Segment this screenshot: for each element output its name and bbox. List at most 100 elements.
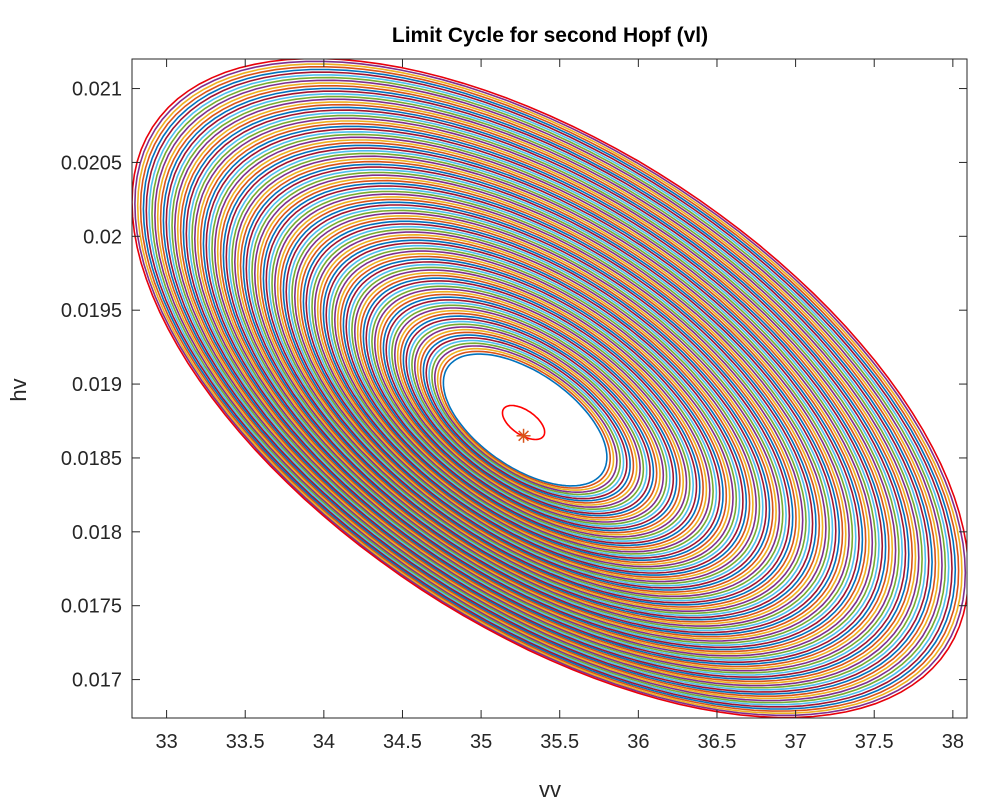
y-tick-label: 0.017 [72, 670, 122, 692]
limit-cycle-orbit [268, 187, 811, 617]
y-tick-label: 0.0185 [61, 448, 122, 470]
limit-cycle-orbit [393, 307, 665, 523]
limit-cycle-orbit [171, 95, 923, 689]
limit-cycle-orbit [213, 136, 874, 657]
x-tick-label: 35.5 [540, 731, 579, 753]
limit-cycle-orbit [428, 339, 625, 498]
limit-cycle-orbit [385, 299, 675, 530]
x-tick-label: 34.5 [383, 731, 422, 753]
limit-cycle-orbit [239, 160, 844, 638]
limit-cycle-orbit [331, 247, 738, 570]
limit-cycle-orbit [259, 179, 821, 623]
limit-cycle-orbit [388, 301, 671, 527]
y-tick-label: 0.0175 [61, 596, 122, 618]
limit-cycle-orbit [419, 331, 635, 504]
x-axis-label: vv [539, 777, 561, 802]
limit-cycle-orbit [216, 139, 870, 655]
limit-cycle-orbit [328, 244, 741, 572]
limit-cycle-orbit [256, 177, 824, 625]
axes-box [131, 58, 968, 719]
x-tick-label: 35 [470, 731, 492, 753]
y-tick-label: 0.019 [72, 374, 122, 396]
limit-cycle-orbit [439, 350, 612, 489]
limit-cycle-orbit [302, 220, 771, 591]
limit-cycle-orbit [168, 93, 927, 691]
limit-cycle-orbit [308, 225, 764, 587]
limit-cycle-orbit [242, 163, 841, 636]
limit-cycle-orbit [199, 122, 890, 668]
x-tick-label: 37 [784, 731, 806, 753]
limit-cycle-orbit [188, 112, 904, 676]
limit-cycle-orbit [319, 236, 751, 578]
limit-cycle-orbit [222, 144, 864, 651]
limit-cycle-orbit [191, 114, 900, 674]
limit-cycle-orbit [151, 76, 947, 704]
limit-cycle-orbit [316, 233, 754, 581]
x-tick-label: 36 [627, 731, 649, 753]
x-tick-label: 33 [155, 731, 177, 753]
y-tick-label: 0.021 [72, 79, 122, 101]
limit-cycle-orbit [165, 90, 930, 693]
limit-cycle-orbit [219, 141, 867, 653]
limit-cycle-orbit [356, 272, 708, 551]
limit-cycle-orbit [279, 198, 797, 608]
limit-cycle-orbit [182, 106, 910, 680]
limit-cycle-orbit [134, 60, 967, 717]
limit-cycle-orbit [413, 326, 641, 508]
limit-cycle-orbit [391, 304, 668, 525]
limit-cycle-orbit [411, 323, 645, 510]
limit-cycle-orbit [231, 152, 854, 644]
limit-cycle-orbit [373, 288, 688, 538]
limit-cycle-orbit [211, 133, 877, 659]
limit-cycle-orbit [276, 196, 801, 610]
limit-cycle-orbit [262, 182, 817, 621]
limit-cycle-orbit [288, 206, 787, 602]
ticks-layer: 33 33.5 34 34.5 35 35.5 36 36.5 37 37.5 38 0.017 0.0… [61, 59, 967, 753]
limit-cycle-orbit [416, 328, 638, 506]
limit-cycle-orbit [382, 296, 678, 532]
limit-cycle-orbit [233, 155, 850, 642]
limit-cycle-orbit [359, 274, 704, 549]
limit-cycle-orbit [228, 150, 857, 646]
limit-cycle-orbit [345, 261, 721, 559]
limit-cycle-orbit [342, 258, 724, 561]
limit-cycle-orbit [442, 353, 608, 487]
limit-cycle-orbit [202, 125, 887, 666]
limit-cycle-orbit [196, 120, 894, 670]
limit-cycle-orbit [299, 217, 774, 593]
limit-cycle-orbit [271, 190, 807, 615]
limit-cycle-orbit [282, 201, 794, 606]
limit-cycle-orbit [379, 293, 681, 534]
limit-cycle-orbit [193, 117, 897, 672]
limit-cycle-orbit [179, 103, 914, 683]
x-tick-label: 38 [942, 731, 964, 753]
limit-cycle-orbit [351, 266, 714, 555]
limit-cycle-orbit [291, 209, 784, 600]
limit-cycle-orbit [405, 318, 651, 515]
limit-cycle-orbit [156, 82, 940, 700]
limit-cycle-orbit [185, 109, 907, 678]
limit-cycle-orbit [322, 239, 748, 576]
limit-cycle-orbit [162, 87, 933, 695]
limit-cycle-orbit [425, 337, 628, 500]
limit-cycle-orbit [371, 285, 691, 540]
limit-cycle-orbit [348, 263, 718, 557]
limit-cycle-orbit [325, 242, 744, 574]
limit-cycle-orbit [365, 280, 698, 544]
limit-cycle-orbit [148, 74, 950, 706]
limit-cycle-orbit [396, 309, 661, 521]
limit-cycle-orbit [173, 98, 920, 687]
y-tick-label: 0.0195 [61, 300, 122, 322]
limit-cycle-orbit [293, 212, 781, 598]
limit-cycle-orbit [422, 334, 631, 502]
limit-cycle-orbit [265, 185, 814, 619]
y-tick-label: 0.02 [83, 226, 122, 248]
limit-cycle-orbit [333, 250, 734, 568]
x-tick-label: 34 [313, 731, 335, 753]
limit-cycle-orbit [176, 101, 917, 685]
limit-cycle-orbit [336, 253, 731, 566]
limit-cycle-orbit [285, 204, 791, 604]
limit-cycle-orbit [431, 342, 622, 496]
limit-cycle-orbit [399, 312, 658, 519]
